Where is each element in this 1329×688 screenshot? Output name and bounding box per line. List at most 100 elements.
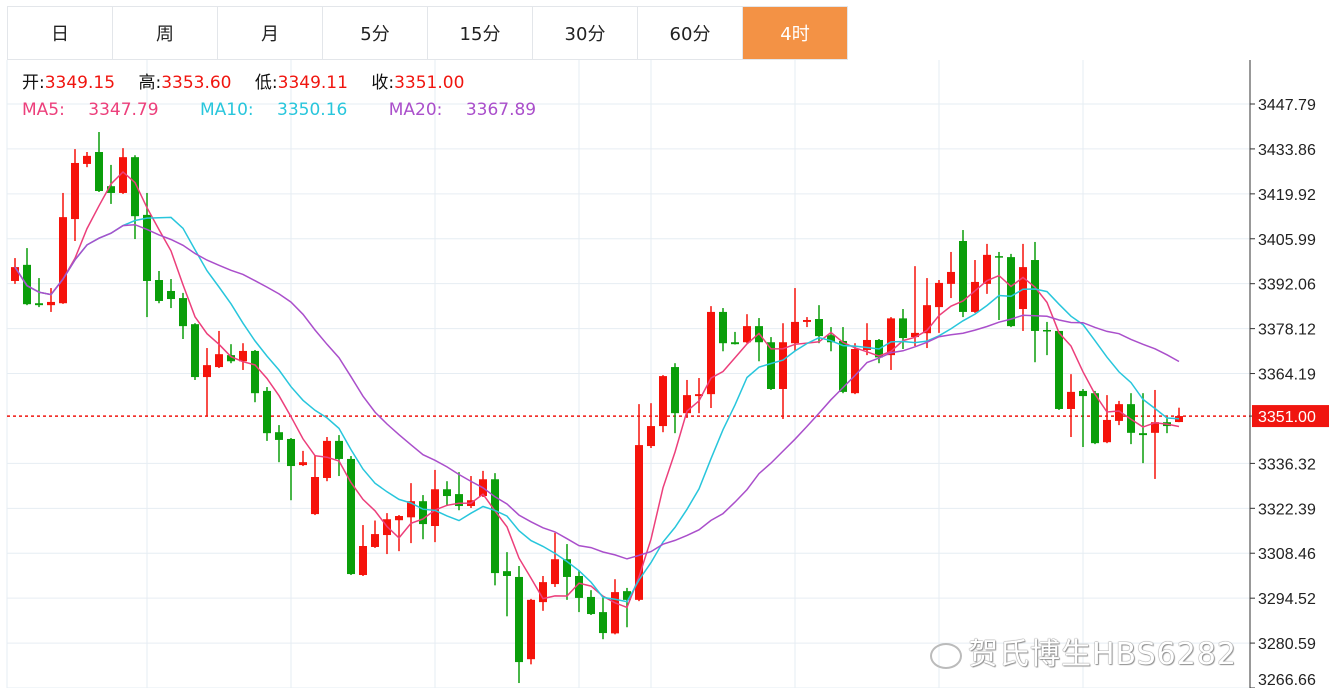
candle-body (539, 582, 547, 603)
candle (503, 552, 511, 617)
candle-body (119, 157, 127, 193)
candle (1079, 388, 1087, 448)
tab-week[interactable]: 周 (113, 7, 218, 59)
ma10-value: 3350.16 (277, 100, 348, 120)
tab-15min[interactable]: 15分 (428, 7, 533, 59)
candle-body (827, 335, 835, 343)
candle-body (1139, 433, 1147, 436)
candle-body (935, 282, 943, 308)
candles (11, 132, 1183, 684)
candle-body (275, 432, 283, 440)
candle-body (155, 280, 163, 301)
candle-body (419, 501, 427, 525)
candle-body (263, 390, 271, 434)
weibo-logo-icon (929, 642, 962, 669)
candle-body (107, 186, 115, 193)
candle-body (311, 477, 319, 515)
candle-body (899, 318, 907, 339)
high-label: 高: (138, 73, 162, 93)
tab-4hour[interactable]: 4时 (743, 7, 848, 59)
candle (59, 192, 67, 304)
candle-body (359, 546, 367, 576)
candle (779, 323, 787, 419)
candle (587, 590, 595, 616)
candle (479, 470, 487, 497)
tab-day[interactable]: 日 (8, 7, 113, 59)
ma-readout: MA5: 3347.79 MA10: 3350.16 MA20: 3367.89 (22, 100, 572, 120)
low-value: 3349.11 (277, 73, 348, 93)
candle-body (887, 318, 895, 356)
ma5-label: MA5: (22, 100, 65, 120)
candle (95, 132, 103, 192)
candle-body (251, 350, 259, 394)
candle (167, 279, 175, 309)
candle-body (215, 354, 223, 368)
candle-body (695, 394, 703, 397)
candle (971, 260, 979, 313)
y-tick-label: 3419.92 (1258, 187, 1316, 204)
ma10-line (14, 216, 1180, 603)
candle (311, 455, 319, 516)
candle-body (1043, 329, 1051, 332)
candle (899, 309, 907, 350)
candle (611, 579, 619, 635)
open-label: 开: (22, 73, 45, 93)
candle-body (491, 479, 499, 574)
candle-body (623, 591, 631, 600)
tab-60min[interactable]: 60分 (638, 7, 743, 59)
candle-body (995, 256, 1003, 258)
watermark: 贺氏博生HBS6282 (929, 638, 1237, 672)
candle (815, 305, 823, 344)
candle (383, 513, 391, 555)
candle (671, 363, 679, 434)
moving-average-lines (14, 170, 1180, 609)
tab-month[interactable]: 月 (218, 7, 323, 59)
candle (575, 570, 583, 613)
y-axis: 3447.79 3433.86 3419.92 3405.99 3392.06 3378.… (1249, 60, 1329, 688)
candle-body (731, 342, 739, 345)
candle (215, 330, 223, 369)
candle-body (95, 152, 103, 192)
candle-body (35, 303, 43, 306)
candle (251, 349, 259, 403)
candle-body (455, 494, 463, 507)
candle (347, 456, 355, 576)
candle-body (803, 319, 811, 322)
candle (155, 270, 163, 304)
candle-body (911, 332, 919, 338)
candle-body (287, 438, 295, 467)
candle (755, 318, 763, 362)
y-tick-label: 3266.66 (1258, 672, 1316, 688)
candle (335, 435, 343, 477)
candle-body (551, 559, 559, 585)
candle-body (527, 599, 535, 660)
candle-body (743, 326, 751, 343)
current-price-label: 3351.00 (1258, 409, 1316, 426)
candle (1091, 390, 1099, 445)
y-tick-label: 3447.79 (1258, 97, 1316, 114)
candle (23, 248, 31, 306)
candle-body (1055, 330, 1063, 409)
candle-body (1067, 391, 1075, 409)
candle (707, 306, 715, 409)
ma20-line (14, 223, 1180, 560)
candle-body (971, 281, 979, 312)
tab-30min[interactable]: 30分 (533, 7, 638, 59)
ma10-readout: MA10: 3350.16 (200, 100, 365, 120)
candle (1115, 400, 1123, 426)
candle-body (839, 340, 847, 392)
tab-5min[interactable]: 5分 (323, 7, 428, 59)
candle (47, 288, 55, 312)
candle (995, 251, 1003, 320)
candle (179, 292, 187, 340)
y-tick-label: 3280.59 (1258, 636, 1316, 653)
candle (287, 437, 295, 501)
candle-body (959, 240, 967, 312)
candle (731, 331, 739, 345)
candle (551, 532, 559, 587)
candle-body (1007, 257, 1015, 327)
candle-body (191, 324, 199, 378)
candle-body (863, 339, 871, 350)
candle (839, 327, 847, 394)
